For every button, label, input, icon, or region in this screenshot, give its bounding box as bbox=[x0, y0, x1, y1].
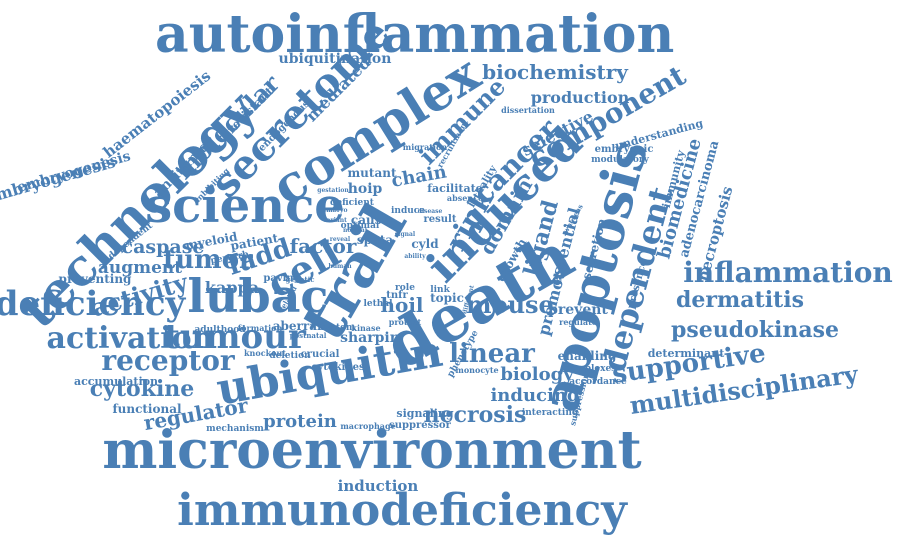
word-tumor: tumor bbox=[163, 245, 253, 275]
word-inducing: inducing bbox=[490, 385, 579, 406]
word-dissertation: dissertation bbox=[501, 105, 555, 115]
word-linear: linear bbox=[449, 339, 535, 369]
word-lethal: lethal bbox=[363, 299, 393, 309]
word-tnfr: tnfr bbox=[386, 290, 408, 301]
word-deficient: deficient bbox=[330, 198, 375, 208]
word-migration: migration bbox=[403, 142, 448, 152]
word-system: system bbox=[321, 323, 356, 333]
word-ability: ability bbox=[404, 253, 426, 260]
word-embryo: embryo bbox=[322, 207, 347, 214]
word-topic: topic bbox=[430, 291, 464, 305]
word-reveal: reveal bbox=[330, 236, 351, 243]
word-hoil: hoil bbox=[380, 293, 423, 317]
word-receptor: receptor bbox=[101, 344, 236, 377]
word-pseudokinase: pseudokinase bbox=[671, 317, 839, 343]
word-link: link bbox=[430, 285, 450, 295]
word-factor: factor bbox=[290, 234, 357, 258]
word-mechanism: mechanism bbox=[206, 424, 264, 434]
word-gestation: gestation bbox=[317, 187, 349, 194]
word-kappa: kappa bbox=[205, 278, 259, 297]
word-cyld: cyld bbox=[411, 237, 439, 251]
word-knockout: knockout bbox=[244, 348, 286, 358]
word-science: science bbox=[145, 178, 345, 234]
word-paving: paving bbox=[263, 273, 300, 284]
word-human: human bbox=[328, 263, 352, 270]
word-macrophage: macrophage bbox=[340, 421, 395, 431]
word-microenvironment: microenvironment bbox=[102, 420, 641, 481]
word-biology: biology bbox=[500, 364, 574, 385]
word-induction: induction bbox=[338, 477, 419, 495]
word-crucial: crucial bbox=[301, 349, 340, 360]
word-suppressor: suppressor bbox=[389, 420, 451, 431]
word-determinant: determinant bbox=[648, 347, 726, 360]
word-hoip: hoip bbox=[348, 181, 383, 197]
word-necrosis: necrosis bbox=[424, 402, 527, 428]
word-dermatitis: dermatitis bbox=[676, 287, 804, 313]
word-autoinflammation: autoinflammation bbox=[155, 4, 674, 65]
word-formation: formation bbox=[238, 323, 283, 333]
word-normal: normal bbox=[343, 227, 368, 234]
word-complexes: complexes bbox=[564, 364, 617, 374]
word-immunodeficiency: immunodeficiency bbox=[177, 485, 628, 536]
word-prevent: prevent bbox=[548, 302, 608, 318]
word-spata: spata bbox=[357, 233, 393, 247]
word-caspase: caspase bbox=[122, 236, 205, 258]
word-activation: activation bbox=[47, 321, 214, 356]
word-tumour: tumour bbox=[164, 317, 307, 357]
word-mutant: mutant bbox=[347, 166, 396, 180]
word-genetic: genetic bbox=[285, 275, 314, 284]
word-inflammation: inflammation bbox=[683, 256, 893, 289]
word-mouse: mouse bbox=[466, 290, 554, 319]
word-lubac: lubac bbox=[188, 269, 329, 323]
word-result: result bbox=[424, 214, 457, 225]
word-cause: cause bbox=[351, 213, 390, 227]
word-enabling: enabling bbox=[558, 349, 617, 363]
word-induce: induce bbox=[391, 206, 425, 216]
word-embryogenesis: embryogenesis bbox=[0, 152, 117, 207]
word-signal: signal bbox=[395, 231, 416, 238]
word-absence: absence bbox=[447, 193, 483, 203]
word-variant: variant bbox=[322, 217, 347, 224]
word-sharpin: sharpin bbox=[340, 330, 400, 346]
word-deficiency: deficiency bbox=[0, 284, 187, 324]
word-augment: augment bbox=[98, 258, 182, 278]
word-kinase: kinase bbox=[351, 323, 380, 333]
word-embryonic: embryonic bbox=[595, 144, 654, 155]
word-protein: protein bbox=[263, 411, 337, 432]
word-ubiquitination: ubiquitination bbox=[279, 51, 392, 67]
word-facilitate: facilitate bbox=[427, 182, 482, 195]
word-deletion: deletion bbox=[269, 351, 311, 361]
word-preventing: preventing bbox=[59, 272, 133, 286]
word-cytokines: cytokines bbox=[311, 362, 365, 373]
word-monocyte: monocyte bbox=[455, 365, 498, 375]
word-accordance: accordance bbox=[569, 377, 627, 387]
word-aberrant: aberrant bbox=[273, 319, 332, 333]
word-modulatory: modulatory bbox=[591, 155, 650, 165]
word-accumulation: accumulation bbox=[74, 375, 158, 388]
word-signaling: signaling bbox=[396, 407, 454, 420]
word-role: role bbox=[395, 283, 415, 293]
word-protect: protect bbox=[389, 317, 422, 327]
word-regulate: regulate bbox=[559, 317, 597, 327]
word-postnatal: postnatal bbox=[290, 331, 327, 340]
word-cytokine: cytokine bbox=[90, 376, 195, 402]
word-production: production bbox=[531, 88, 630, 107]
word-adulthood: adulthood bbox=[194, 325, 246, 335]
word-functional: functional bbox=[112, 402, 182, 416]
word-biochemistry: biochemistry bbox=[482, 60, 629, 84]
word-optimal: optimal bbox=[341, 221, 380, 231]
word-interacting: interacting bbox=[522, 408, 579, 418]
word-disease: disease bbox=[418, 208, 443, 215]
